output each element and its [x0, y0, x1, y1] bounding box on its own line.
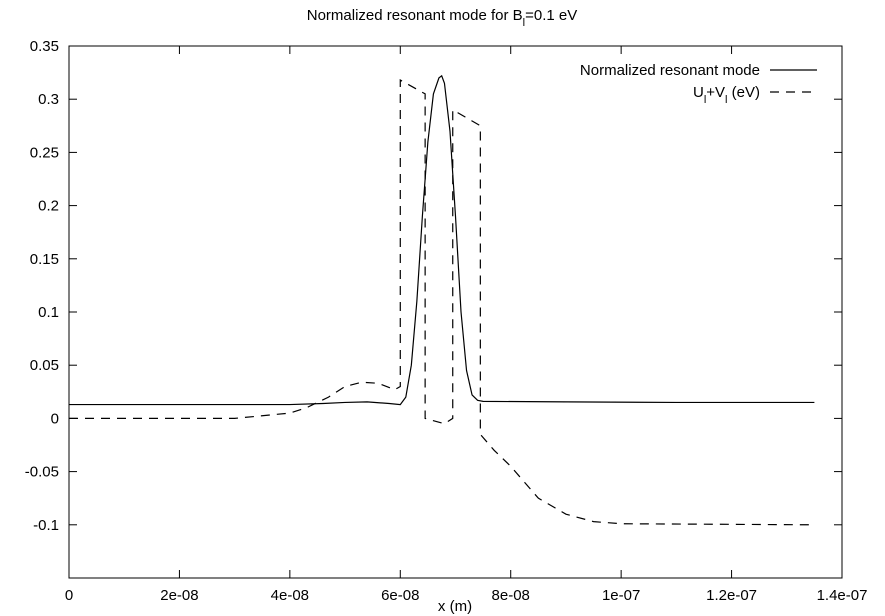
y-tick-label: 0.35: [30, 38, 59, 55]
y-tick-label: 0.1: [38, 304, 59, 321]
data-line: [69, 79, 815, 526]
y-tick-label: 0.05: [30, 357, 59, 374]
y-tick-label: 0.15: [30, 251, 59, 268]
text-part: +V: [706, 84, 725, 101]
x-tick-label: 6e-08: [381, 587, 419, 604]
legend-label: Normalized resonant mode: [580, 62, 760, 79]
x-tick-label: 4e-08: [271, 587, 309, 604]
x-tick-label: 1e-07: [602, 587, 640, 604]
text-part: l: [523, 17, 525, 29]
x-axis-label: x (m): [438, 598, 472, 615]
text-part: l: [725, 94, 727, 106]
x-tick-label: 8e-08: [492, 587, 530, 604]
data-line: [69, 74, 815, 406]
y-tick-label: 0.25: [30, 144, 59, 161]
text-part: l: [704, 94, 706, 106]
y-tick-label: 0.2: [38, 198, 59, 215]
chart-title: Normalized resonant mode for Bl=0.1 eV: [307, 7, 578, 29]
plot-frame: [68, 45, 843, 579]
text-part: (eV): [727, 84, 760, 101]
y-tick-label: -0.05: [25, 464, 59, 481]
text-part: =0.1 eV: [525, 7, 577, 24]
x-tick-label: 2e-08: [160, 587, 198, 604]
text-part: Normalized resonant mode: [580, 62, 760, 79]
x-tick-label: 1.2e-07: [706, 587, 757, 604]
x-tick-label: 0: [65, 587, 73, 604]
y-tick-label: 0: [51, 410, 59, 427]
y-tick-label: -0.1: [33, 517, 59, 534]
legend-label: Ul+Vl (eV): [693, 84, 760, 106]
text-part: U: [693, 84, 704, 101]
x-tick-label: 1.4e-07: [817, 587, 868, 604]
y-tick-label: 0.3: [38, 91, 59, 108]
text-part: Normalized resonant mode for B: [307, 7, 523, 24]
